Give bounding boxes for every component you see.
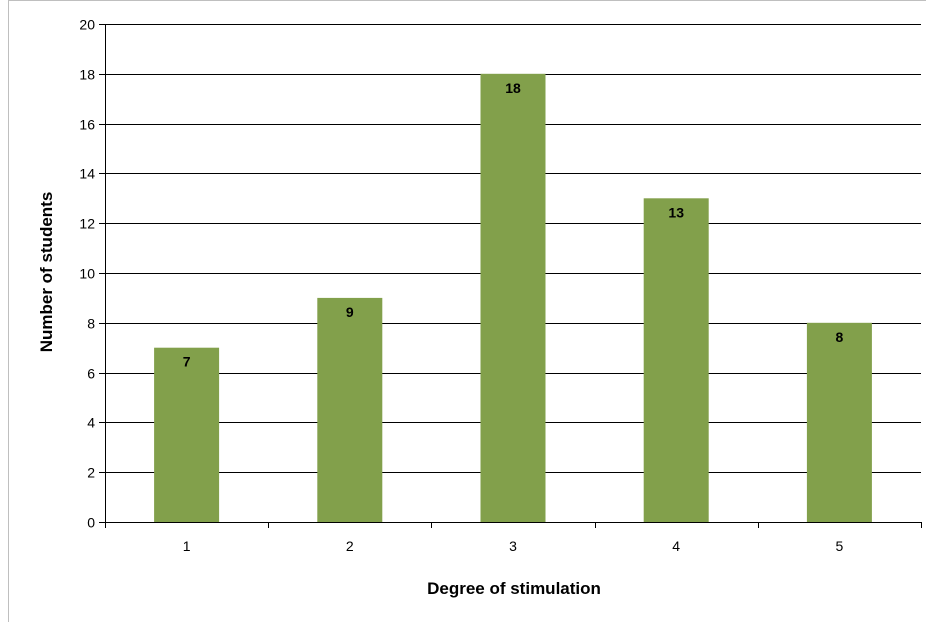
data-label: 18	[505, 80, 521, 96]
y-tick-label: 18	[79, 67, 95, 83]
bar	[154, 347, 220, 522]
bars	[154, 73, 872, 523]
x-tick-label: 2	[346, 538, 354, 554]
x-tick-label: 1	[183, 538, 191, 554]
x-tick-labels: 1 2 3 4 5	[183, 538, 844, 554]
x-tick-label: 3	[509, 538, 517, 554]
y-tick-label: 12	[79, 216, 95, 232]
y-tick-label: 6	[87, 366, 95, 382]
y-tick-label: 16	[79, 117, 95, 133]
y-tick-labels: 0 2 4 6 8 10 12 14 16 18 20	[79, 17, 95, 531]
data-label: 7	[183, 354, 191, 370]
x-tick-label: 5	[836, 538, 844, 554]
y-tick-label: 2	[87, 465, 95, 481]
y-tick-label: 4	[87, 415, 95, 431]
data-label: 9	[346, 304, 354, 320]
data-labels: 7 9 18 13 8	[183, 80, 844, 370]
x-axis-title: Degree of stimulation	[427, 579, 601, 598]
y-tick-label: 14	[79, 166, 95, 182]
bar	[643, 198, 709, 523]
y-tick-label: 10	[79, 266, 95, 282]
data-label: 13	[668, 204, 684, 220]
x-tick-label: 4	[672, 538, 680, 554]
y-tick-label: 20	[79, 17, 95, 33]
bar	[480, 73, 546, 523]
y-axis-title: Number of students	[37, 192, 56, 353]
data-label: 8	[836, 329, 844, 345]
bar	[317, 297, 383, 522]
y-tick-label: 8	[87, 316, 95, 332]
bar	[806, 322, 872, 522]
y-tick-label: 0	[87, 515, 95, 531]
axes	[99, 24, 922, 528]
